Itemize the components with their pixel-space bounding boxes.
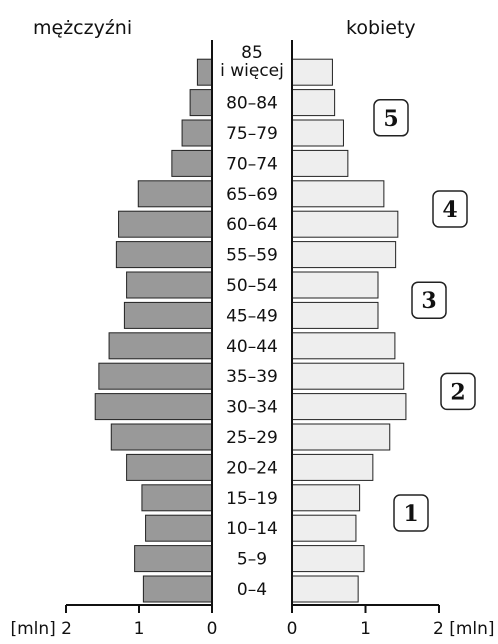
- men-bar: [142, 575, 213, 603]
- annotation-number: 1: [403, 501, 418, 527]
- x-tick-label: 0: [287, 619, 298, 639]
- women-bar: [291, 514, 357, 542]
- age-group-label: 70–74: [226, 154, 278, 174]
- men-bar: [118, 210, 213, 238]
- men-bar: [108, 332, 213, 360]
- women-bar: [291, 484, 361, 512]
- women-bar: [291, 58, 333, 86]
- women-bar: [291, 119, 344, 147]
- annotation-box-2: 2: [440, 372, 476, 411]
- x-tick-label: 2 [mln]: [433, 619, 495, 639]
- men-bar: [110, 423, 213, 451]
- men-bar: [134, 545, 213, 573]
- men-bar: [126, 271, 213, 299]
- annotation-box-4: 4: [432, 190, 468, 228]
- annotation-number: 2: [450, 379, 465, 405]
- women-bar: [291, 271, 379, 299]
- women-bar: [291, 89, 336, 117]
- annotation-box-5: 5: [373, 99, 409, 137]
- men-bar: [94, 393, 213, 421]
- men-bar: [137, 180, 213, 208]
- women-bar: [291, 210, 399, 238]
- x-tick-label: 1: [134, 619, 145, 639]
- annotation-number: 5: [383, 106, 398, 132]
- women-bar: [291, 180, 385, 208]
- x-tick-label: [mln] 2: [10, 619, 72, 639]
- women-bar: [291, 362, 405, 390]
- men-title: mężczyźni: [33, 17, 132, 39]
- men-bar: [171, 149, 213, 177]
- age-group-label: 40–44: [226, 337, 278, 357]
- men-bar: [196, 58, 213, 86]
- men-bar: [145, 514, 213, 542]
- women-bar: [291, 545, 365, 573]
- age-group-label: 50–54: [226, 276, 278, 296]
- age-group-label: 35–39: [226, 367, 278, 387]
- age-group-label: 0–4: [237, 580, 267, 600]
- women-bars: [291, 58, 407, 603]
- women-bar: [291, 241, 397, 269]
- age-group-label: 15–19: [226, 489, 278, 509]
- women-bar: [291, 393, 407, 421]
- age-group-label: 25–29: [226, 428, 278, 448]
- axes: [mln] 2 1 0 0 1 2 [mln]: [10, 40, 495, 639]
- age-group-label: 80–84: [226, 94, 278, 114]
- age-group-label: 30–34: [226, 398, 278, 418]
- x-tick-label: 1: [360, 619, 371, 639]
- men-bar: [181, 119, 213, 147]
- annotation-box-1: 1: [393, 494, 429, 532]
- annotation-box-3: 3: [411, 281, 447, 319]
- annotation-number: 4: [442, 197, 457, 223]
- age-group-labels: 0–4 5–9 10–14 15–19 20–24 25–29 30–34 35–39 40–4…: [220, 43, 284, 600]
- age-group-label: 10–14: [226, 519, 278, 539]
- men-bars: [94, 58, 213, 603]
- annotation-number: 3: [421, 288, 436, 314]
- women-bar: [291, 423, 391, 451]
- age-group-label: 85 i więcej: [220, 43, 284, 81]
- men-bar: [189, 89, 213, 117]
- men-bar: [141, 484, 213, 512]
- men-bar: [126, 453, 213, 481]
- age-group-label: 55–59: [226, 246, 278, 266]
- age-group-label: 65–69: [226, 185, 278, 205]
- men-bar: [115, 241, 213, 269]
- x-tick-label: 0: [207, 619, 218, 639]
- age-group-label: 60–64: [226, 215, 278, 235]
- women-bar: [291, 575, 359, 603]
- age-group-label: 5–9: [237, 550, 267, 570]
- men-bar: [123, 301, 213, 329]
- age-group-label: 45–49: [226, 306, 278, 326]
- women-bar: [291, 453, 374, 481]
- age-group-label: 20–24: [226, 458, 278, 478]
- annotation-boxes: 1 2 3 4 5: [373, 99, 476, 532]
- women-bar: [291, 301, 379, 329]
- women-bar: [291, 332, 396, 360]
- women-bar: [291, 149, 349, 177]
- age-group-label: 75–79: [226, 124, 278, 144]
- men-bar: [98, 362, 213, 390]
- women-title: kobiety: [346, 17, 416, 39]
